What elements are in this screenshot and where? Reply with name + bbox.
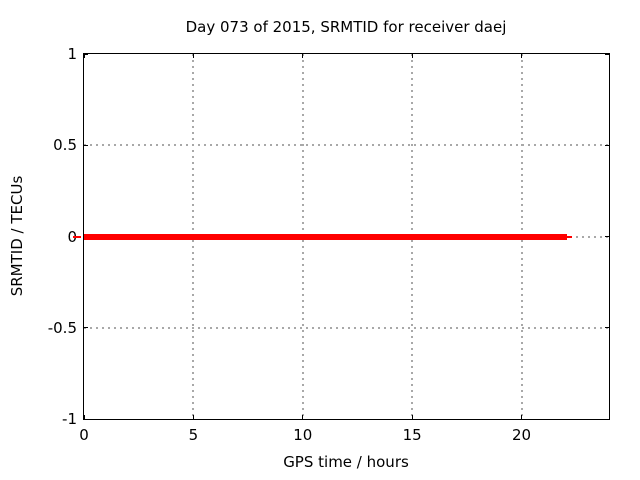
y-tick-mark [605, 236, 609, 237]
y-gridline [84, 144, 609, 147]
y-tick-mark [605, 144, 609, 146]
y-tick-mark [605, 53, 609, 55]
x-tick-label: 10 [293, 426, 313, 444]
y-tick-label: -0.5 [47, 318, 77, 337]
x-tick-label: 0 [79, 426, 89, 444]
y-tick-mark [84, 418, 88, 420]
chart-title: Day 073 of 2015, SRMTID for receiver dae… [185, 18, 507, 36]
y-tick-label: -1 [62, 410, 77, 428]
y-gridline [84, 326, 609, 329]
x-tick-label: 15 [402, 426, 422, 444]
y-tick-mark [605, 418, 609, 420]
plot-area [83, 53, 610, 420]
y-tick-label: 0.5 [53, 136, 77, 155]
x-tick-mark [83, 415, 85, 419]
y-tick-label: 1 [67, 45, 77, 63]
x-tick-mark [521, 415, 522, 419]
y-tick-label: 0 [0, 228, 77, 246]
x-tick-mark [302, 415, 304, 419]
x-tick-label: 5 [188, 426, 199, 444]
x-tick-mark [302, 54, 304, 58]
series-line-end-cap [567, 235, 572, 238]
series-line [84, 233, 568, 240]
x-tick-mark [192, 54, 194, 58]
y-tick-mark [605, 327, 609, 329]
y-tick-mark [84, 144, 88, 146]
x-tick-mark [411, 54, 413, 58]
x-tick-mark [411, 415, 413, 419]
y-tick-mark [84, 53, 88, 55]
x-axis-label: GPS time / hours [283, 453, 409, 471]
x-tick-mark [83, 54, 85, 58]
x-tick-mark [521, 54, 522, 58]
series-lead-dash [73, 235, 81, 238]
y-tick-mark [84, 327, 88, 329]
x-tick-mark [192, 415, 194, 419]
x-tick-label: 20 [511, 426, 532, 444]
